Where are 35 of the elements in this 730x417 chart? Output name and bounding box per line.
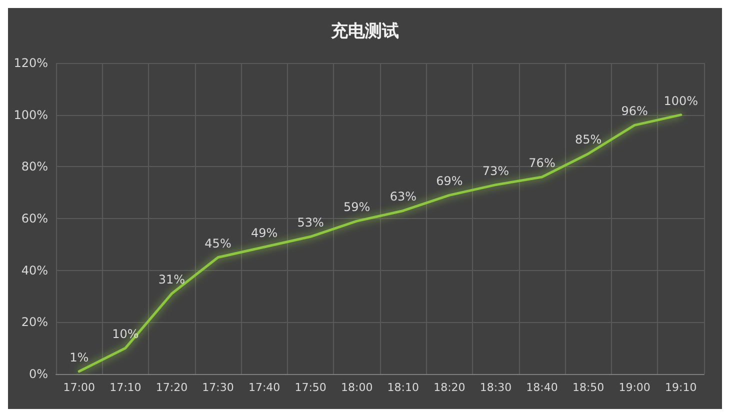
data-label: 63% [390,190,416,204]
x-tick-label: 17:50 [294,381,326,394]
x-tick-label: 18:50 [572,381,604,394]
data-label: 59% [344,200,370,214]
data-label: 100% [664,94,698,108]
data-label: 85% [574,132,602,147]
x-tick-label: 19:10 [665,381,697,394]
data-label: 1% [70,350,89,364]
x-tick-label: 18:10 [387,381,419,394]
data-label: 96% [621,104,648,118]
y-tick-label: 100% [14,108,48,122]
x-tick-label: 17:40 [248,381,280,394]
data-label: 45% [204,236,232,250]
chart-title: 充电测试 [330,22,399,42]
y-tick-label: 80% [21,160,48,174]
x-tick-label: 17:10 [110,381,142,394]
y-tick-label: 60% [21,212,48,226]
x-tick-label: 19:00 [618,381,650,394]
data-label: 53% [297,216,324,230]
y-tick-label: 20% [21,315,48,330]
x-tick-label: 18:40 [526,381,558,394]
data-label: 73% [482,164,510,178]
data-label: 31% [158,272,186,287]
data-label: 76% [528,156,556,170]
x-tick-label: 17:20 [156,381,188,394]
x-tick-label: 17:30 [202,381,234,394]
y-tick-label: 40% [21,263,48,278]
y-tick-label: 0% [28,367,48,381]
x-tick-label: 18:00 [341,381,373,394]
x-tick-label: 18:30 [480,381,512,394]
data-label: 49% [250,226,278,240]
data-label: 69% [436,174,463,188]
x-tick-label: 17:00 [63,381,95,394]
x-tick-label: 18:20 [434,381,466,394]
y-tick-label: 120% [14,56,48,70]
